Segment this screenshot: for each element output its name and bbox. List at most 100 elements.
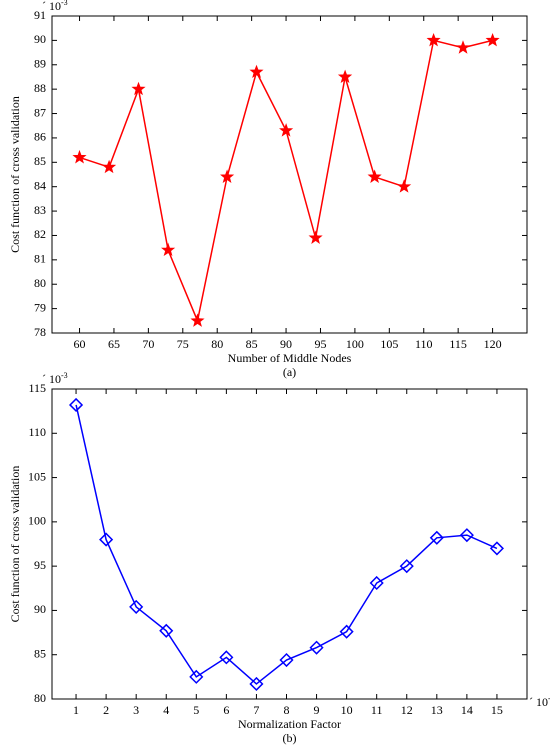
x-tick-label: 9 [314,703,320,717]
y-tick-label: 100 [28,514,46,528]
x-tick-label: 1 [73,703,79,717]
y-tick-label: 110 [28,425,46,439]
y-tick-label: 81 [34,252,46,266]
diamond-marker [489,541,504,556]
y-tick-label: 95 [34,558,46,572]
diamond-marker [279,652,294,668]
x-multiplier: ´ 10-3 [529,694,550,709]
x-tick-label: 6 [223,703,229,717]
star-marker [279,123,294,137]
y-multiplier: ´ 10-3 [42,371,68,386]
star-marker [485,33,500,47]
y-tick-label: 90 [34,602,46,616]
diamond-marker [399,559,414,574]
x-tick-label: 4 [163,703,169,717]
x-tick-label: 10 [341,703,353,717]
star-marker [131,81,146,96]
x-tick-label: 95 [314,337,326,351]
star-marker [190,313,205,327]
star-marker [308,230,323,244]
diamond-marker [459,528,474,543]
star-marker [249,64,264,79]
y-tick-label: 84 [34,178,46,192]
y-tick-label: 88 [34,81,46,95]
diamond-marker [68,397,84,413]
star-marker [367,169,382,183]
x-tick-label: 85 [246,337,258,351]
x-tick-label: 105 [380,337,398,351]
y-tick-label: 115 [28,381,46,395]
y-tick-label: 89 [34,57,46,71]
star-marker [102,159,117,174]
x-tick-label: 80 [211,337,223,351]
x-tick-label: 100 [346,337,364,351]
plot-frame [51,15,528,334]
x-tick-label: 110 [415,337,433,351]
data-line [75,404,498,685]
x-tick-label: 90 [280,337,292,351]
diamond-marker [159,623,174,638]
y-tick-label: 105 [28,469,46,483]
diamond-marker [129,599,144,614]
star-marker [396,179,412,193]
x-tick-label: 115 [449,337,467,351]
diamond-marker [309,640,324,655]
y-tick-label: 82 [34,227,46,241]
y-tick-label: 87 [34,105,46,119]
x-tick-label: 2 [103,703,109,717]
y-axis-label: Cost function of cross validation [8,466,22,623]
diamond-marker [219,650,234,665]
y-multiplier-base: ´ 10 [42,0,61,13]
star-marker [220,169,235,183]
diamond-marker [189,669,204,684]
y-tick-label: 80 [34,276,46,290]
diamond-marker [369,575,384,591]
x-multiplier-exp: -3 [548,694,550,703]
x-tick-label: 3 [133,703,139,717]
x-tick-label: 60 [74,337,86,351]
x-tick-label: 14 [461,703,473,717]
caption: (a) [283,365,296,379]
x-tick-label: 7 [253,703,259,717]
x-tick-label: 120 [484,337,502,351]
y-tick-label: 83 [34,203,46,217]
plot-frame [51,388,528,700]
x-multiplier-base: ´ 10 [529,695,548,709]
y-multiplier: ´ 10-3 [42,0,68,13]
y-tick-label: 85 [34,646,46,660]
y-multiplier-base: ´ 10 [42,372,61,386]
star-marker [455,40,471,54]
y-tick-label: 79 [34,300,46,314]
y-axis-label: Cost function of cross validation [8,96,22,253]
y-tick-label: 86 [34,130,46,144]
star-marker [161,242,176,257]
y-tick-label: 90 [34,32,46,46]
x-tick-label: 75 [177,337,189,351]
diamond-marker [429,530,444,545]
x-tick-label: 8 [283,703,289,717]
y-tick-label: 91 [34,8,46,22]
diamond-marker [249,676,264,692]
x-tick-label: 5 [193,703,199,717]
x-tick-label: 65 [108,337,120,351]
x-tick-label: 12 [401,703,413,717]
x-tick-label: 15 [491,703,503,717]
y-multiplier-exp: -3 [61,0,68,7]
y-tick-label: 78 [34,325,46,339]
x-tick-label: 70 [142,337,154,351]
diamond-marker [99,532,114,547]
y-multiplier-exp: -3 [61,371,68,380]
x-axis-label: Number of Middle Nodes [228,351,352,365]
star-marker [426,33,441,47]
x-tick-label: 13 [431,703,443,717]
y-tick-label: 85 [34,154,46,168]
y-tick-label: 80 [34,691,46,705]
star-marker [72,149,87,164]
diamond-marker [339,624,354,639]
x-axis-label: Normalization Factor [238,717,341,731]
x-tick-label: 11 [371,703,383,717]
caption: (b) [283,731,297,745]
data-line [79,39,493,324]
star-marker [337,69,353,83]
